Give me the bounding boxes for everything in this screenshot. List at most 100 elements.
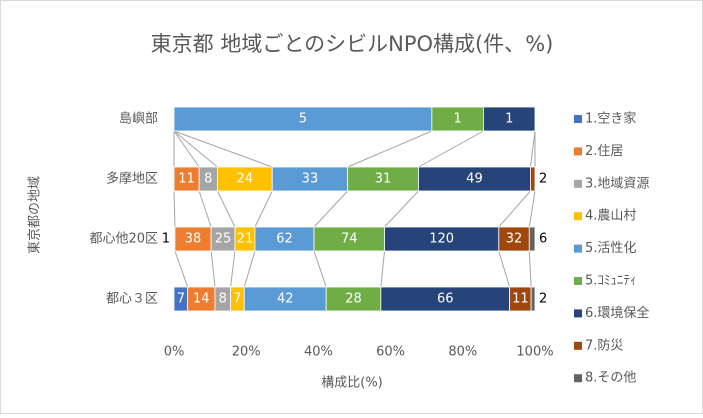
data-label: 49: [466, 172, 483, 187]
data-label: 66: [437, 292, 454, 307]
data-label: 7: [177, 292, 185, 307]
bar-segment: [243, 286, 327, 312]
bar-segment: [498, 226, 530, 252]
bar-segment: [173, 106, 433, 132]
x-tick-label: 20%: [232, 345, 261, 360]
bar-segment: [384, 226, 500, 252]
data-label: 8: [219, 292, 227, 307]
legend-label: 3.地域資源: [585, 176, 649, 191]
legend-label: 4.農山村: [585, 209, 636, 224]
y-tick-label: 都心３区: [106, 292, 158, 307]
legend-swatch: [574, 179, 582, 188]
series-line: [498, 250, 511, 288]
series-line: [198, 190, 212, 228]
data-label: 28: [345, 292, 362, 307]
data-label: 2: [539, 292, 547, 307]
x-tick-label: 60%: [376, 345, 405, 360]
series-line: [254, 190, 273, 228]
series-line: [498, 190, 531, 228]
x-tick-label: 80%: [448, 345, 477, 360]
bar-segment: [347, 166, 419, 192]
bar-segment: [254, 226, 315, 252]
legend-swatch: [574, 147, 582, 156]
chart-title: 東京都 地域ごとのシビルNPO構成(件、%): [151, 32, 554, 56]
series-line: [313, 250, 327, 288]
data-label: 11: [178, 172, 195, 187]
bar-segment: [418, 166, 531, 192]
series-line: [528, 190, 536, 228]
data-label: 42: [277, 292, 294, 307]
data-label: 21: [237, 232, 254, 247]
bar-segment: [380, 286, 511, 312]
data-label: 74: [341, 232, 358, 247]
bar-segment: [483, 106, 536, 132]
legend-label: 5.ｺﾐｭﾆﾃｨ: [585, 274, 636, 289]
series-line: [418, 130, 484, 168]
legend-swatch: [574, 309, 582, 318]
bar-segment: [431, 106, 484, 132]
series-line: [210, 250, 216, 288]
series-line: [173, 190, 176, 228]
legend-label: 6.環境保全: [585, 305, 649, 321]
data-label: 14: [193, 292, 210, 307]
data-label: 1: [454, 112, 462, 127]
data-label: 7: [233, 292, 241, 307]
x-axis-label: 構成比(%): [321, 376, 383, 391]
series-line: [243, 250, 256, 288]
series-line: [173, 130, 200, 168]
data-label: 33: [302, 172, 319, 187]
bar-segment: [271, 166, 349, 192]
data-label: 1: [162, 232, 170, 247]
data-label: 31: [375, 172, 392, 187]
legend-swatch: [574, 341, 582, 350]
legend-label: 8.その他: [585, 371, 636, 386]
x-tick-label: 100%: [516, 345, 553, 360]
series-line: [529, 130, 536, 168]
x-tick-label: 40%: [304, 345, 333, 360]
series-line: [173, 130, 218, 168]
series-line: [528, 250, 532, 288]
x-tick-label: 0%: [164, 345, 185, 360]
bar-segment: [313, 226, 385, 252]
bar-segment: [530, 286, 536, 312]
legend-swatch: [574, 244, 582, 253]
data-label: 32: [506, 232, 523, 247]
y-tick-label: 多摩地区: [106, 171, 158, 187]
y-axis-label: 東京都の地域: [27, 176, 43, 254]
y-tick-label: 都心他20区: [89, 232, 158, 247]
series-line: [216, 190, 236, 228]
data-label: 1: [505, 112, 513, 127]
series-line: [230, 250, 236, 288]
legend-label: 1.空き家: [585, 111, 636, 127]
bar-segment: [325, 286, 382, 312]
legend-swatch: [574, 277, 582, 285]
series-line: [313, 190, 349, 228]
data-label: 62: [276, 232, 293, 247]
data-label: 2: [539, 172, 547, 187]
series-line: [384, 190, 419, 228]
y-tick-label: 島嶼部: [119, 112, 158, 127]
data-label: 38: [185, 232, 202, 247]
series-line: [174, 250, 189, 288]
bar-segment: [187, 286, 216, 312]
series-line: [380, 250, 386, 288]
data-label: 120: [429, 232, 454, 247]
data-label: 6: [539, 232, 547, 247]
data-label: 5: [299, 112, 307, 127]
data-label: 24: [237, 172, 254, 187]
bar-segment: [528, 226, 536, 252]
bar-segment: [530, 166, 536, 192]
legend-swatch: [574, 212, 582, 221]
legend-label: 7.防災: [585, 337, 623, 353]
legend-swatch: [574, 115, 582, 123]
data-label: 8: [204, 172, 212, 187]
legend-swatch: [574, 374, 582, 383]
series-line: [173, 130, 273, 168]
series-line: [347, 130, 433, 168]
data-label: 25: [215, 232, 232, 247]
legend-label: 5.活性化: [585, 241, 636, 256]
data-label: 11: [512, 292, 529, 307]
legend-label: 2.住居: [585, 144, 623, 159]
